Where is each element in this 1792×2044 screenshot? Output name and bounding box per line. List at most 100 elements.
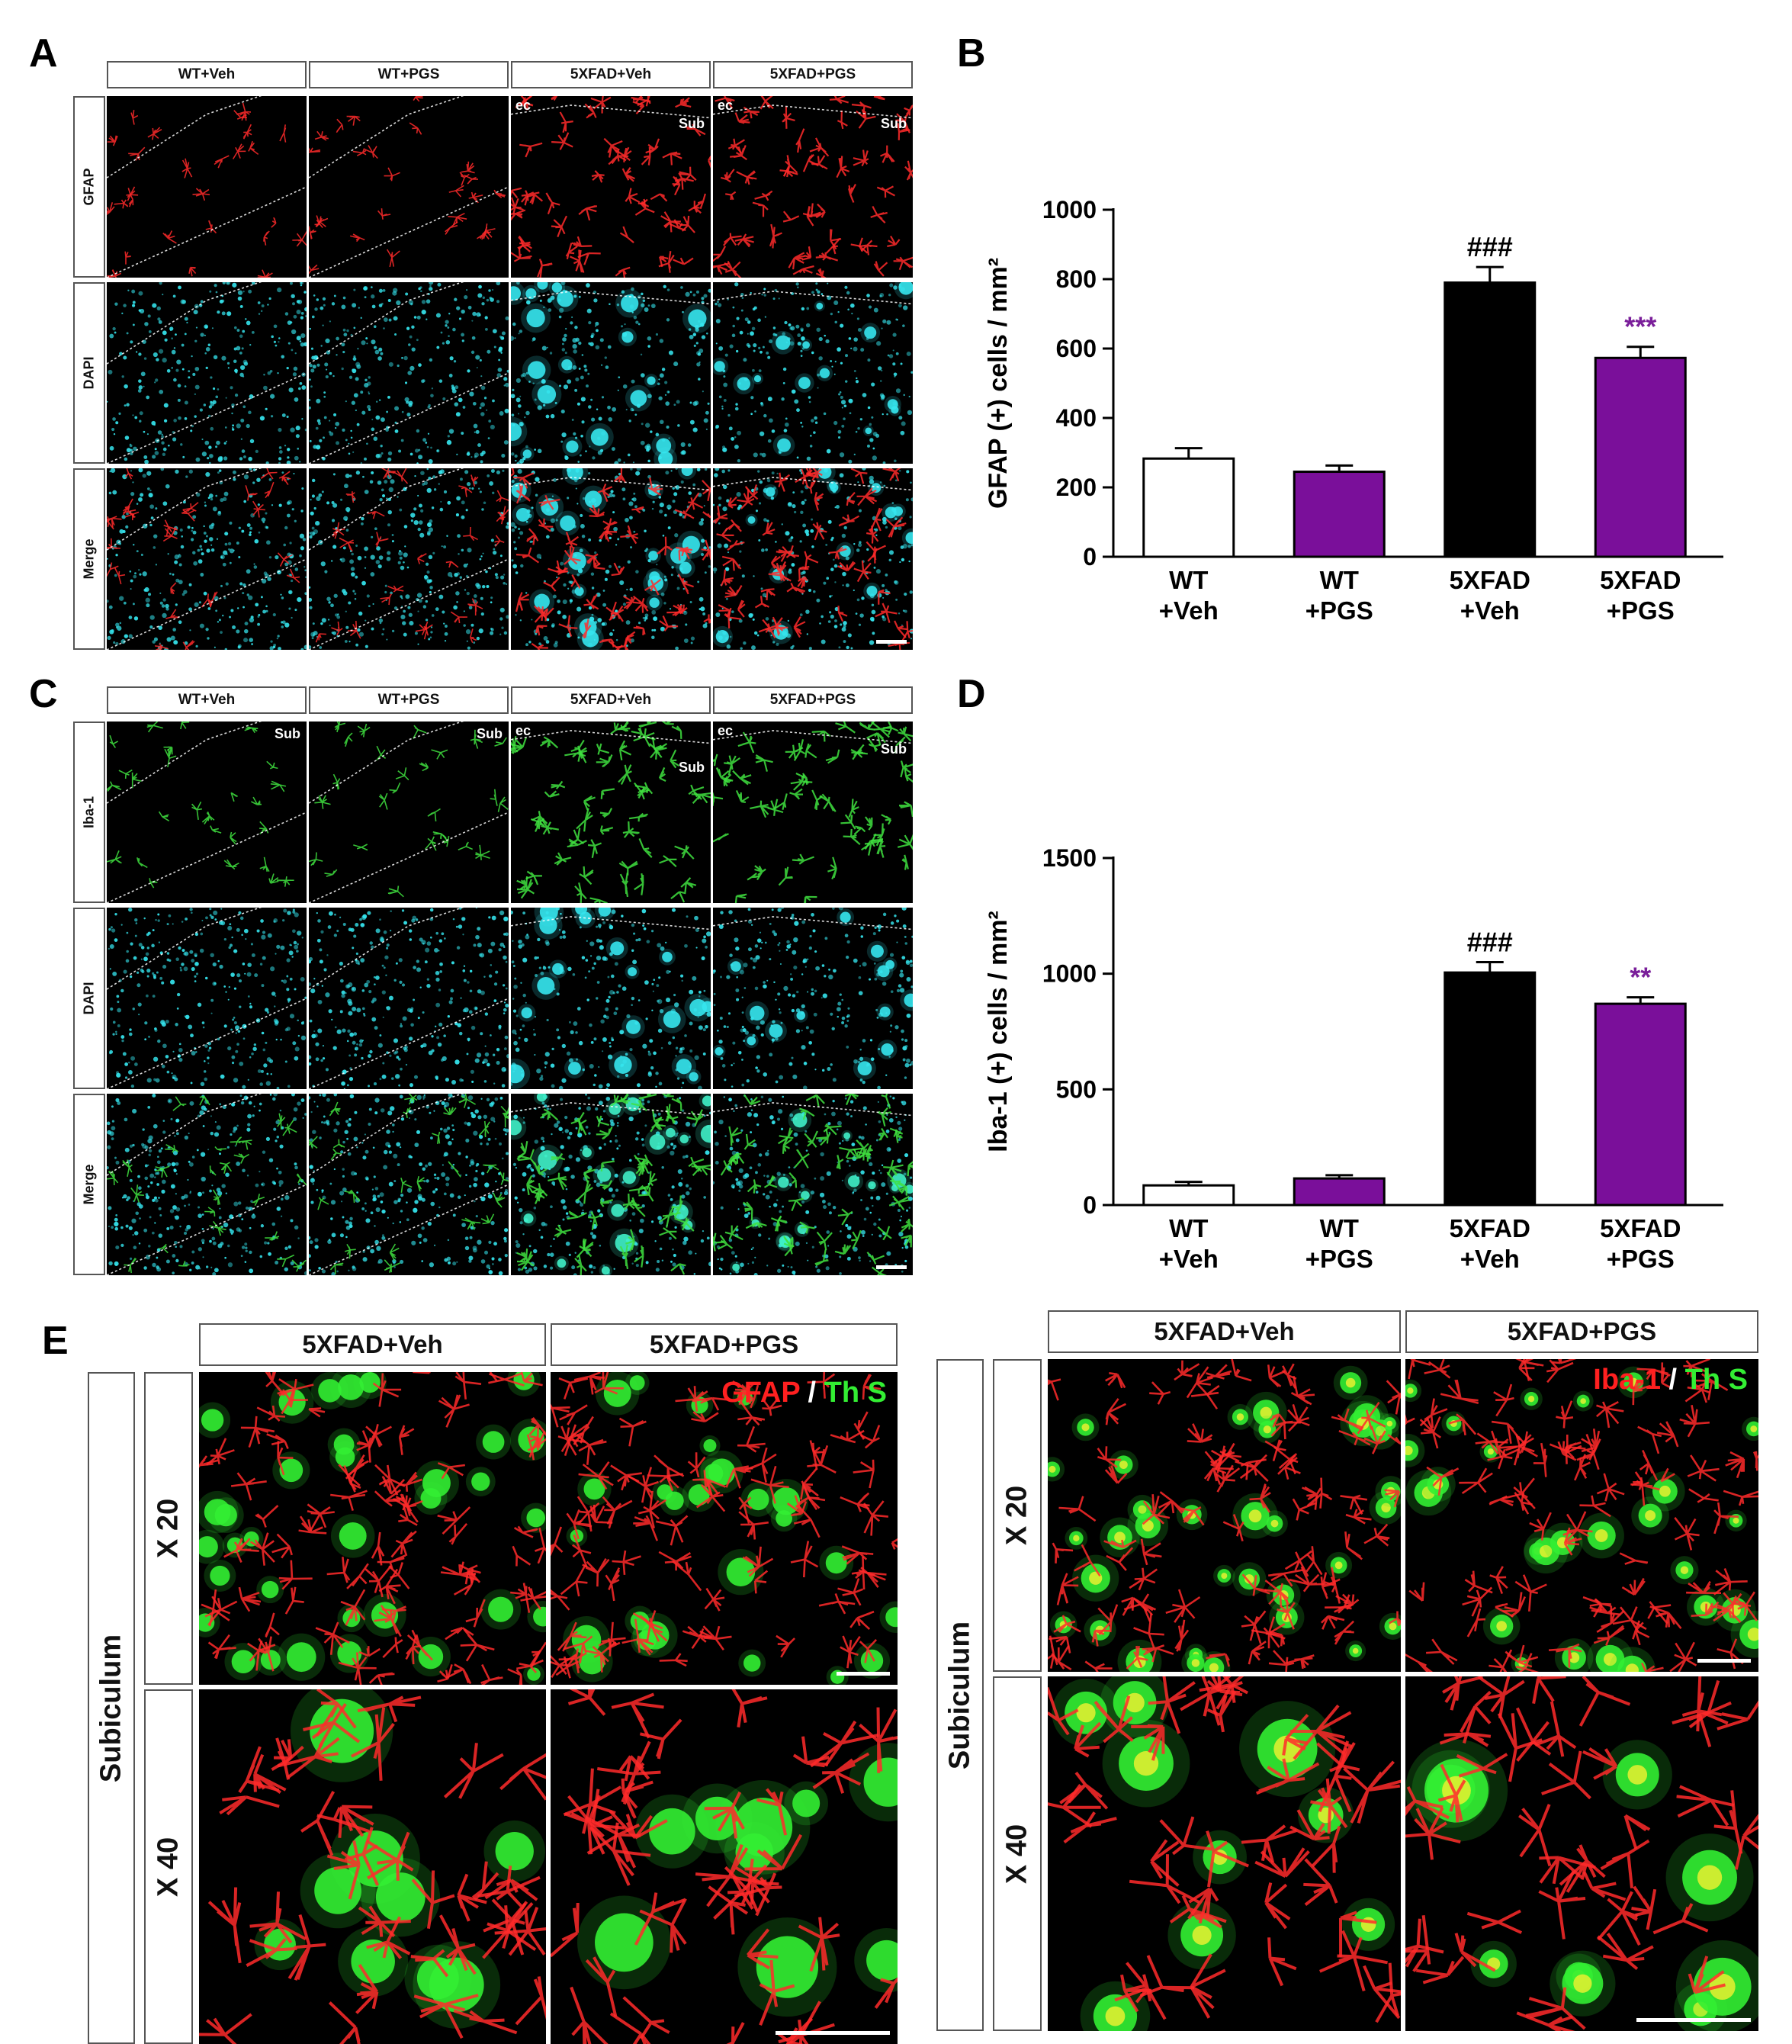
micrograph-image [309, 282, 509, 464]
legend-separator: / [1661, 1364, 1685, 1396]
micrograph-image [107, 96, 307, 278]
x-tick-label: WT [1320, 566, 1359, 594]
y-tick-label: 1500 [1042, 844, 1097, 872]
micrograph-c-2-2 [511, 1094, 711, 1275]
scale-bar [876, 640, 907, 644]
legend-separator: / [800, 1377, 824, 1409]
micrograph-image [107, 468, 307, 650]
bar-0 [1144, 1185, 1234, 1205]
x-tick-label: +Veh [1460, 596, 1520, 625]
label-ec: ec [718, 98, 733, 114]
scale-bar [1636, 2018, 1751, 2022]
micrograph-image [1048, 1676, 1401, 2031]
micrograph-image [199, 1372, 546, 1685]
e-left-mag-label-1: X 40 [144, 1689, 193, 2044]
y-axis-label: Iba-1 (+) cells / mm² [984, 911, 1013, 1152]
magnification-label-text: X 40 [153, 1837, 185, 1896]
scale-bar [776, 2031, 890, 2035]
x-tick-label: 5XFAD [1450, 566, 1530, 594]
bar-3 [1595, 358, 1685, 557]
micrograph-image [1405, 1676, 1758, 2031]
x-tick-label: 5XFAD [1450, 1214, 1530, 1242]
bar-3 [1595, 1004, 1685, 1205]
e-left-region-label: Subiculum [88, 1372, 135, 2044]
micrograph-c-2-3 [713, 1094, 913, 1275]
micrograph-image [511, 282, 711, 464]
micrograph-a-1-1 [309, 282, 509, 464]
panel-letter-c: C [29, 671, 58, 717]
micrograph-image [309, 96, 509, 278]
micrograph-a-2-0 [107, 468, 307, 650]
e-right-region-label: Subiculum [936, 1359, 984, 2031]
label-sub: Sub [881, 116, 907, 132]
micrograph-image [511, 722, 711, 903]
micrograph-a-2-3 [713, 468, 913, 650]
stain-legend: GFAP / Th S [721, 1377, 887, 1409]
micrograph-c-0-0: Sub [107, 722, 307, 903]
micrograph-image [713, 468, 913, 650]
micrograph-image [199, 1689, 546, 2044]
x-tick-label: 5XFAD [1600, 566, 1681, 594]
label-sub: Sub [679, 116, 705, 132]
micrograph-c-0-1: Sub [309, 722, 509, 903]
micrograph-c-1-3 [713, 908, 913, 1089]
micrograph-image [107, 908, 307, 1089]
micrograph-a-0-0 [107, 96, 307, 278]
bar-2 [1445, 972, 1535, 1205]
row-label-c-2: Merge [73, 1094, 105, 1275]
e-left-column-header-0: 5XFAD+Veh [199, 1323, 546, 1366]
e-left-micrograph-0-0 [199, 1372, 546, 1685]
legend-ths: Th S [824, 1377, 887, 1409]
micrograph-image [309, 1094, 509, 1275]
micrograph-image [511, 468, 711, 650]
micrograph-c-1-1 [309, 908, 509, 1089]
micrograph-image [1048, 1359, 1401, 1672]
column-header-c-0: WT+Veh [107, 686, 307, 714]
scale-bar [876, 1265, 907, 1269]
panel-letter-b: B [957, 31, 986, 76]
column-header-c-1: WT+PGS [309, 686, 509, 714]
x-tick-label: +Veh [1460, 1245, 1520, 1273]
row-label-c-1: DAPI [73, 908, 105, 1089]
e-left-micrograph-1-1 [551, 1689, 898, 2044]
x-tick-label: WT [1169, 566, 1208, 594]
micrograph-c-2-1 [309, 1094, 509, 1275]
significance-label: ### [1467, 927, 1513, 958]
micrograph-a-0-3: ec Sub [713, 96, 913, 278]
y-tick-label: 400 [1056, 404, 1097, 432]
magnification-label-text: X 20 [1001, 1486, 1034, 1545]
e-right-mag-label-1: X 40 [993, 1676, 1042, 2031]
label-ec: ec [515, 723, 531, 739]
micrograph-c-2-0 [107, 1094, 307, 1275]
panel-letter-a: A [29, 31, 58, 76]
x-tick-label: +PGS [1607, 1245, 1675, 1273]
legend-stain: GFAP [721, 1377, 800, 1409]
significance-label: *** [1624, 311, 1656, 342]
region-label-text: Subiculum [944, 1621, 977, 1769]
micrograph-image [309, 722, 509, 903]
stain-legend: Iba-1 / Th S [1593, 1364, 1748, 1396]
micrograph-a-0-1 [309, 96, 509, 278]
row-label-a-0: GFAP [73, 96, 105, 278]
e-right-column-header-1: 5XFAD+PGS [1405, 1310, 1758, 1353]
y-tick-label: 0 [1083, 543, 1097, 570]
micrograph-image [551, 1372, 898, 1685]
region-label-text: Subiculum [95, 1634, 128, 1782]
row-label-text: Merge [82, 538, 98, 579]
row-label-text: GFAP [82, 168, 98, 205]
micrograph-image [551, 1689, 898, 2044]
x-tick-label: +PGS [1607, 596, 1675, 625]
e-right-micrograph-1-0 [1048, 1676, 1401, 2031]
row-label-c-0: Iba-1 [73, 722, 105, 903]
significance-label: ** [1630, 962, 1651, 993]
micrograph-image [309, 908, 509, 1089]
micrograph-image [1405, 1359, 1758, 1672]
label-sub: Sub [881, 741, 907, 757]
bar-0 [1144, 458, 1234, 557]
